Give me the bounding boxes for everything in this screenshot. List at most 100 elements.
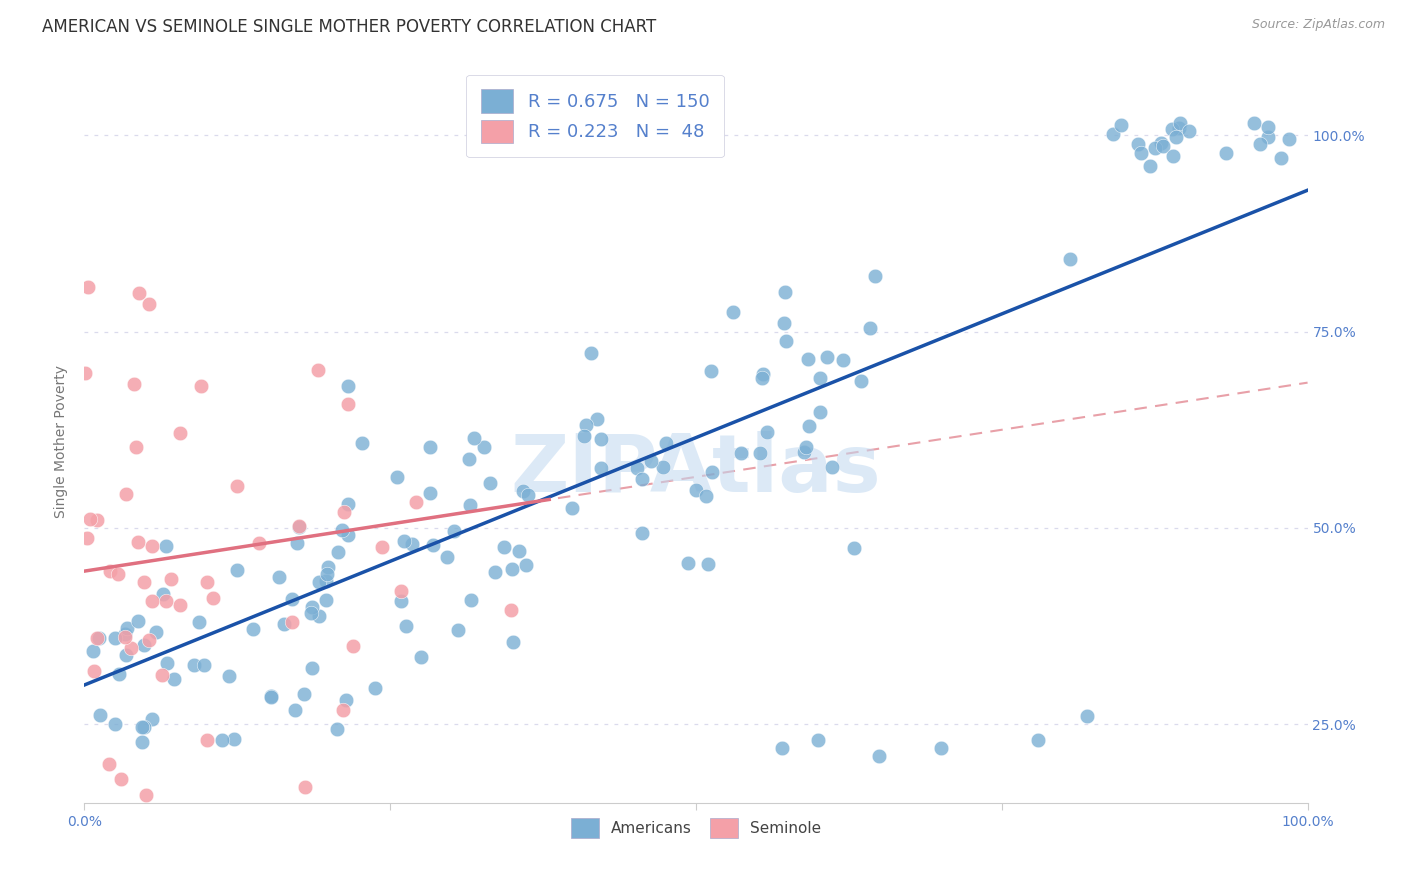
- Point: [447, 624, 470, 638]
- Text: Source: ZipAtlas.com: Source: ZipAtlas.com: [1251, 18, 1385, 31]
- Point: [308, 609, 330, 624]
- Point: [773, 285, 796, 299]
- Point: [631, 526, 654, 541]
- Point: [89, 708, 111, 723]
- Point: [443, 524, 465, 538]
- Point: [337, 528, 360, 542]
- Point: [463, 431, 485, 445]
- Point: [260, 689, 283, 703]
- Point: [104, 631, 127, 645]
- Point: [808, 405, 831, 419]
- Point: [138, 633, 160, 648]
- Point: [188, 615, 211, 629]
- Point: [723, 305, 745, 319]
- Point: [225, 563, 247, 577]
- Point: [152, 587, 174, 601]
- Point: [1129, 146, 1152, 161]
- Point: [134, 575, 156, 590]
- Point: [77, 280, 100, 294]
- Point: [287, 536, 309, 550]
- Point: [218, 668, 240, 682]
- Point: [281, 615, 304, 630]
- Point: [585, 411, 607, 425]
- Point: [128, 285, 150, 300]
- Point: [1028, 733, 1050, 747]
- Point: [115, 487, 138, 501]
- Point: [458, 499, 481, 513]
- Point: [1102, 127, 1125, 141]
- Point: [797, 419, 820, 434]
- Point: [502, 635, 524, 649]
- Point: [326, 722, 349, 736]
- Point: [76, 531, 98, 545]
- Point: [591, 432, 613, 446]
- Point: [225, 479, 247, 493]
- Point: [114, 627, 136, 641]
- Point: [700, 364, 723, 378]
- Point: [1143, 141, 1166, 155]
- Point: [797, 352, 820, 367]
- Point: [75, 367, 97, 381]
- Point: [190, 379, 212, 393]
- Point: [508, 544, 530, 558]
- Point: [858, 321, 880, 335]
- Point: [83, 664, 105, 678]
- Point: [460, 593, 482, 607]
- Point: [389, 594, 412, 608]
- Point: [1278, 132, 1301, 146]
- Point: [478, 475, 501, 490]
- Point: [222, 731, 245, 746]
- Point: [79, 511, 101, 525]
- Point: [315, 574, 337, 588]
- Point: [107, 567, 129, 582]
- Point: [849, 374, 872, 388]
- Point: [342, 639, 364, 653]
- Point: [337, 397, 360, 411]
- Point: [436, 549, 458, 564]
- Point: [752, 367, 775, 381]
- Point: [385, 470, 408, 484]
- Point: [247, 536, 270, 550]
- Point: [352, 435, 374, 450]
- Point: [155, 593, 177, 607]
- Point: [267, 570, 290, 584]
- Point: [150, 668, 173, 682]
- Point: [82, 644, 104, 658]
- Point: [1163, 149, 1185, 163]
- Point: [501, 603, 523, 617]
- Point: [273, 616, 295, 631]
- Point: [193, 658, 215, 673]
- Point: [131, 720, 153, 734]
- Point: [775, 334, 797, 348]
- Point: [770, 740, 793, 755]
- Point: [89, 632, 111, 646]
- Point: [574, 418, 596, 433]
- Point: [516, 488, 538, 502]
- Point: [332, 505, 354, 519]
- Point: [561, 501, 583, 516]
- Point: [103, 717, 125, 731]
- Point: [308, 574, 330, 589]
- Point: [1139, 159, 1161, 173]
- Point: [808, 370, 831, 384]
- Point: [515, 558, 537, 572]
- Point: [589, 461, 612, 475]
- Point: [301, 599, 323, 614]
- Point: [572, 429, 595, 443]
- Point: [1160, 122, 1182, 136]
- Point: [579, 346, 602, 360]
- Point: [821, 460, 844, 475]
- Legend: Americans, Seminole: Americans, Seminole: [564, 811, 828, 846]
- Point: [1168, 115, 1191, 129]
- Point: [160, 572, 183, 586]
- Point: [141, 539, 163, 553]
- Point: [794, 440, 817, 454]
- Point: [730, 446, 752, 460]
- Point: [336, 497, 359, 511]
- Point: [1243, 116, 1265, 130]
- Point: [405, 494, 427, 508]
- Point: [155, 539, 177, 553]
- Point: [163, 673, 186, 687]
- Point: [678, 556, 700, 570]
- Point: [132, 638, 155, 652]
